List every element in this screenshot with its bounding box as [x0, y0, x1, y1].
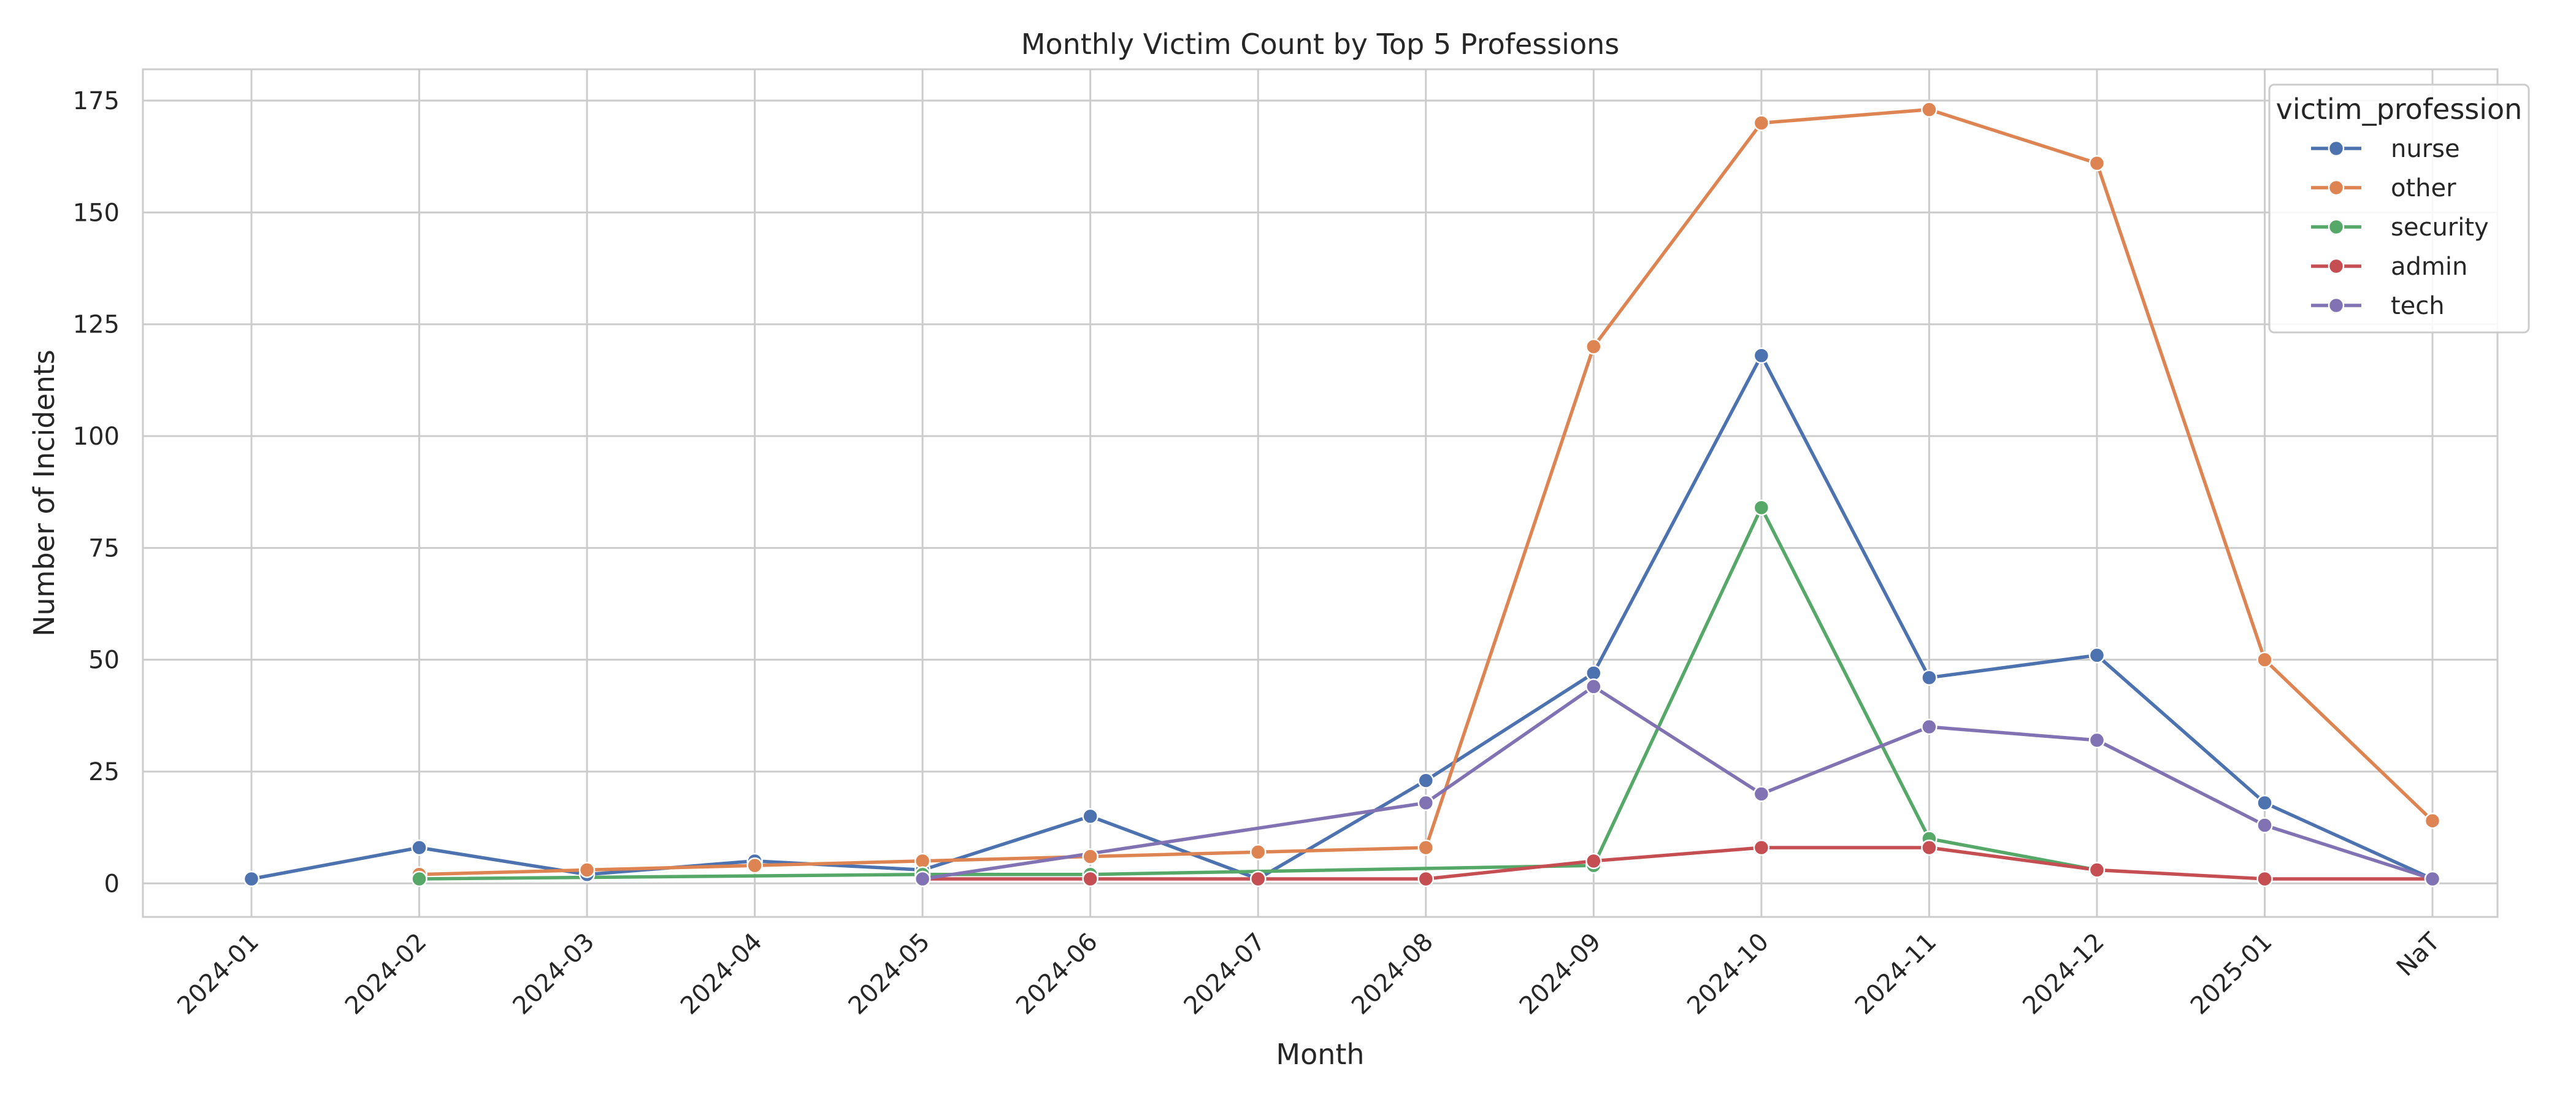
data-point-tech: [2256, 817, 2273, 834]
y-tick-label: 75: [88, 534, 120, 562]
data-point-admin: [1585, 853, 1602, 870]
legend-label-security: security: [2391, 213, 2489, 242]
data-point-other: [1753, 115, 1770, 131]
data-point-admin: [1082, 870, 1098, 887]
data-point-other: [1585, 338, 1602, 355]
x-axis-label: Month: [1276, 1038, 1364, 1071]
legend-marker-tech: [2328, 297, 2345, 314]
data-point-admin: [2256, 870, 2273, 887]
data-point-tech: [2424, 870, 2441, 887]
legend-label-admin: admin: [2391, 253, 2467, 281]
data-point-admin: [1921, 839, 1938, 856]
series-line-admin: [921, 846, 2434, 881]
legend-label-nurse: nurse: [2391, 135, 2460, 163]
data-point-security: [411, 870, 427, 887]
data-point-nurse: [2088, 647, 2106, 664]
chart-title: Monthly Victim Count by Top 5 Profession…: [1021, 28, 1619, 61]
data-point-nurse: [1082, 808, 1098, 825]
data-point-other: [746, 857, 763, 874]
data-point-tech: [1417, 794, 1435, 811]
y-tick-label: 25: [88, 758, 120, 786]
data-point-tech: [1585, 678, 1602, 695]
data-point-other: [914, 853, 931, 870]
plot-frame: [142, 68, 2499, 918]
y-axis: 0 25 50 75 100 125 150 175: [73, 87, 120, 898]
data-point-other: [578, 862, 596, 878]
y-tick-label: 0: [104, 870, 120, 898]
legend-marker-nurse: [2328, 140, 2345, 157]
data-point-other: [2088, 155, 2106, 172]
y-tick-label: 175: [73, 87, 120, 115]
data-point-nurse: [243, 870, 260, 887]
legend-marker-security: [2328, 218, 2345, 236]
data-point-other: [1417, 839, 1435, 856]
series-points: [243, 101, 2441, 887]
data-point-other: [2256, 651, 2273, 668]
y-axis-label: Number of Incidents: [28, 350, 61, 637]
data-point-admin: [1417, 870, 1435, 887]
data-point-nurse: [1753, 347, 1770, 364]
legend-label-tech: tech: [2391, 292, 2445, 320]
data-point-tech: [2088, 732, 2106, 749]
y-tick-label: 150: [73, 199, 120, 227]
data-point-other: [1921, 101, 1938, 118]
data-point-security: [1753, 499, 1770, 516]
data-point-nurse: [1417, 772, 1435, 789]
legend-label-other: other: [2391, 174, 2456, 202]
data-point-other: [1082, 848, 1098, 865]
data-point-tech: [1921, 718, 1938, 735]
data-point-nurse: [2256, 794, 2273, 811]
legend-marker-other: [2328, 179, 2345, 196]
grid: [143, 69, 2497, 917]
data-point-nurse: [1921, 669, 1938, 686]
series-line-tech: [921, 684, 2434, 881]
legend-marker-admin: [2328, 258, 2345, 275]
data-point-tech: [914, 870, 931, 887]
data-point-other: [2424, 812, 2441, 829]
data-point-other: [1249, 844, 1267, 861]
series-line-nurse: [250, 353, 2434, 881]
data-point-admin: [1249, 870, 1267, 887]
data-point-tech: [1753, 786, 1770, 802]
data-point-admin: [1753, 839, 1770, 856]
y-tick-label: 100: [73, 423, 120, 451]
legend-title: victim_profession: [2276, 93, 2523, 126]
data-point-nurse: [1585, 665, 1602, 681]
y-tick-label: 125: [73, 311, 120, 339]
data-point-admin: [2088, 862, 2106, 878]
y-tick-label: 50: [88, 646, 120, 675]
data-point-nurse: [411, 839, 427, 856]
